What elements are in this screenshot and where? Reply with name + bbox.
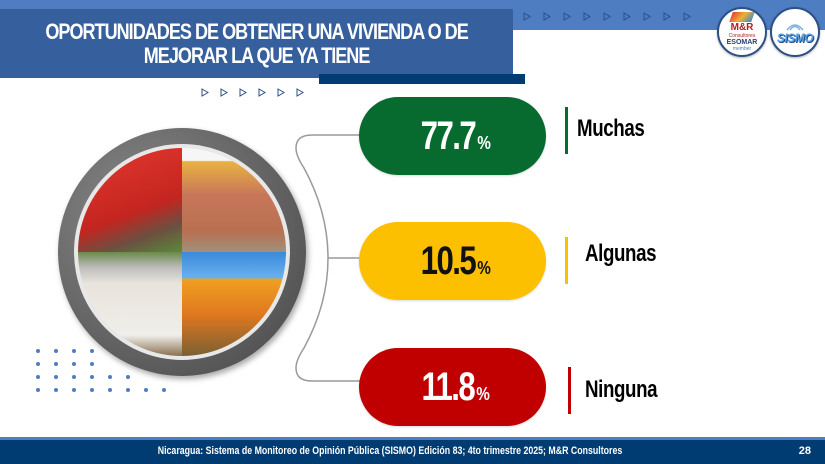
sismo-logo: SISMO — [770, 7, 820, 57]
result-value: 11.8 — [421, 364, 475, 409]
result-pill-muchas: 77.7 % — [359, 97, 546, 175]
page-number: 28 — [798, 445, 811, 457]
triangle-right-icon — [220, 88, 228, 97]
page-title-line2: MEJORAR LA QUE YA TIENE — [143, 42, 371, 68]
mr-logo-name: M&R — [730, 22, 754, 33]
result-label-ninguna: Ninguna — [585, 376, 658, 403]
housing-photo-ring — [74, 144, 290, 360]
mr-consultores-logo: M&R Consultores ESOMAR member — [717, 7, 767, 57]
page-title: OPORTUNIDADES DE OBTENER UNA VIVIENDA O … — [45, 18, 468, 68]
triangle-right-icon — [258, 88, 266, 97]
triangle-right-icon — [663, 12, 671, 21]
label-separator — [565, 237, 568, 284]
triangle-right-icon — [683, 12, 691, 21]
result-value: 77.7 — [420, 113, 476, 158]
result-label-algunas: Algunas — [585, 240, 657, 267]
triangle-right-icon — [201, 88, 209, 97]
triangle-right-icon — [277, 88, 285, 97]
signal-waves-icon — [786, 24, 804, 31]
triangle-right-icon — [583, 12, 591, 21]
triangle-right-icon — [623, 12, 631, 21]
mr-logo-member: member — [732, 46, 752, 52]
percent-sign: % — [477, 257, 492, 278]
mr-logo-graphic — [729, 12, 755, 22]
connector-bracket — [295, 134, 360, 382]
footer-source: Nicaragua: Sistema de Monitoreo de Opini… — [157, 445, 623, 457]
photo-orange-house-couple — [182, 148, 286, 252]
photo-red-house — [78, 148, 182, 252]
result-value: 10.5 — [420, 238, 476, 283]
triangle-right-icon — [643, 12, 651, 21]
result-pill-algunas: 10.5 % — [359, 222, 546, 300]
triangle-right-icon — [523, 12, 531, 21]
title-banner: OPORTUNIDADES DE OBTENER UNA VIVIENDA O … — [0, 9, 513, 78]
label-separator — [565, 107, 568, 154]
mr-logo-esomar: ESOMAR — [726, 39, 758, 46]
photo-colorful-row-houses — [182, 252, 286, 356]
title-underbar — [319, 74, 525, 84]
triangle-right-icon — [603, 12, 611, 21]
percent-sign: % — [476, 383, 491, 404]
percent-sign: % — [477, 132, 492, 153]
triangle-right-icon — [239, 88, 247, 97]
housing-photo-frame — [58, 128, 306, 376]
photo-white-house — [78, 252, 182, 356]
sismo-logo-text: SISMO — [776, 31, 814, 45]
mr-logo-sub: Consultores — [728, 33, 756, 39]
result-pill-ninguna: 11.8 % — [359, 348, 546, 426]
decorative-arrows-top — [523, 12, 691, 21]
triangle-right-icon — [543, 12, 551, 21]
decorative-dot-grid — [36, 349, 180, 392]
result-label-muchas: Muchas — [577, 115, 645, 142]
triangle-right-icon — [563, 12, 571, 21]
housing-photo-collage — [78, 148, 286, 356]
triangle-right-icon — [296, 88, 304, 97]
label-separator — [568, 367, 571, 414]
footer-bar: Nicaragua: Sistema de Monitoreo de Opini… — [0, 437, 825, 464]
decorative-arrows-mid — [201, 88, 304, 97]
page-title-line1: OPORTUNIDADES DE OBTENER UNA VIVIENDA O … — [45, 18, 468, 44]
